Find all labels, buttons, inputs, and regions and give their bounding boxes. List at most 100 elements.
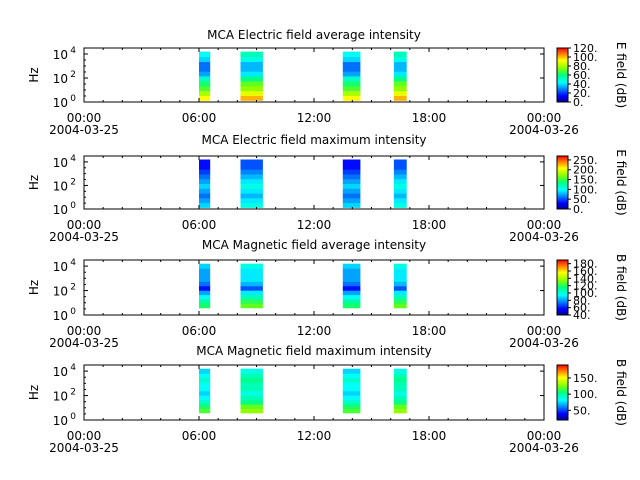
x-tick-date: 2004-03-26 bbox=[509, 336, 579, 350]
spectrogram-cell bbox=[199, 285, 211, 291]
colorbar-tick-label: 100. bbox=[573, 388, 598, 401]
colorbar-label: B field (dB) bbox=[614, 359, 628, 426]
spectrogram-cell bbox=[342, 303, 361, 309]
spectrogram-data-block bbox=[240, 51, 263, 101]
spectrogram-cell bbox=[240, 281, 263, 287]
x-tick-date: 2004-03-26 bbox=[509, 230, 579, 244]
spectrogram-cell bbox=[393, 386, 407, 392]
spectrogram-cell bbox=[393, 276, 407, 282]
spectrogram-cell bbox=[199, 51, 211, 58]
spectrogram-cell bbox=[199, 188, 211, 194]
spectrogram-cell bbox=[393, 71, 407, 77]
spectrogram-cell bbox=[393, 281, 407, 287]
spectrogram-cell bbox=[342, 403, 361, 409]
y-tick-exponent: 2 bbox=[70, 177, 76, 187]
panel-title: MCA Magnetic field average intensity bbox=[202, 238, 426, 252]
spectrogram-cell bbox=[342, 173, 361, 180]
spectrogram-cell bbox=[393, 169, 407, 175]
colorbar-tick-label: 150. bbox=[573, 372, 598, 385]
spectrogram-cell bbox=[342, 298, 361, 304]
x-tick-label: 00:00 bbox=[67, 429, 102, 443]
colorbar-frame bbox=[556, 364, 569, 421]
spectrogram-cell bbox=[199, 173, 211, 180]
spectrogram-cell bbox=[199, 61, 211, 67]
spectrogram-cell bbox=[342, 71, 361, 77]
spectrogram-cell bbox=[240, 390, 263, 396]
spectrogram-cell bbox=[393, 399, 407, 405]
spectrogram-cell bbox=[393, 268, 407, 274]
colorbar-tick-label: 80. bbox=[573, 294, 591, 307]
colorbar: 0.50.100.150.200.250. E field (dB) bbox=[556, 149, 628, 216]
spectrogram-panel: MCA Electric field average intensity 00:0… bbox=[27, 28, 628, 137]
x-tick-label: 18:00 bbox=[412, 218, 447, 232]
y-tick-exponent: 4 bbox=[70, 46, 76, 56]
spectrogram-cell bbox=[240, 56, 263, 62]
spectrogram-cell bbox=[199, 159, 211, 165]
x-tick-label: 00:00 bbox=[67, 218, 102, 232]
spectrogram-cell bbox=[199, 399, 211, 405]
spectrogram-data-block bbox=[240, 263, 263, 309]
spectrogram-cell bbox=[240, 290, 263, 296]
colorbar-tick-label: 200. bbox=[573, 164, 598, 177]
colorbar-label: B field (dB) bbox=[614, 254, 628, 321]
plot-frame bbox=[83, 259, 545, 316]
spectrogram-cell bbox=[240, 61, 263, 67]
spectrogram-cell bbox=[199, 368, 211, 374]
spectrogram-data-block bbox=[199, 368, 211, 414]
spectrogram-cell bbox=[393, 164, 407, 170]
y-tick-label: 10 bbox=[53, 179, 68, 193]
spectrogram-cell bbox=[393, 95, 407, 101]
spectrogram-cell bbox=[240, 85, 263, 92]
colorbar-tick-label: 100. bbox=[573, 51, 598, 64]
x-tick-label: 18:00 bbox=[412, 429, 447, 443]
spectrogram-cell bbox=[240, 169, 263, 175]
spectrogram-cell bbox=[342, 51, 361, 58]
spectrogram-cell bbox=[199, 197, 211, 204]
spectrogram-cell bbox=[199, 381, 211, 387]
spectrogram-cell bbox=[342, 399, 361, 405]
panel-title: MCA Electric field average intensity bbox=[207, 28, 421, 42]
spectrogram-cell bbox=[240, 95, 263, 101]
spectrogram-cell bbox=[199, 403, 211, 409]
spectrogram-cell bbox=[199, 75, 211, 82]
spectrogram-cell bbox=[393, 294, 407, 300]
y-tick-label: 10 bbox=[53, 48, 68, 62]
spectrogram-cell bbox=[199, 298, 211, 304]
colorbar-tick-label: 80. bbox=[573, 60, 591, 73]
spectrogram-cell bbox=[393, 56, 407, 62]
y-tick-exponent: 4 bbox=[70, 363, 76, 373]
spectrogram-cell bbox=[240, 268, 263, 274]
plot-frame bbox=[83, 155, 545, 210]
spectrogram-cell bbox=[342, 395, 361, 401]
colorbar-gradient bbox=[557, 260, 568, 315]
spectrogram-cell bbox=[240, 188, 263, 194]
spectrogram-cell bbox=[393, 178, 407, 184]
colorbar-tick-label: 100. bbox=[573, 287, 598, 300]
y-tick-label: 10 bbox=[53, 260, 68, 274]
x-tick-label: 00:00 bbox=[527, 429, 562, 443]
spectrogram-cell bbox=[342, 56, 361, 62]
y-tick-exponent: 0 bbox=[70, 201, 76, 211]
spectrogram-cell bbox=[199, 377, 211, 383]
spectrogram-data-block bbox=[240, 368, 263, 414]
spectrogram-cell bbox=[199, 202, 211, 208]
spectrogram-cell bbox=[199, 263, 211, 269]
spectrogram-cell bbox=[342, 159, 361, 165]
spectrogram-cell bbox=[393, 285, 407, 291]
spectrogram-cell bbox=[342, 390, 361, 396]
spectrogram-cell bbox=[240, 164, 263, 170]
x-tick-label: 00:00 bbox=[67, 111, 102, 125]
spectrogram-cell bbox=[342, 197, 361, 204]
spectrogram-cell bbox=[199, 192, 211, 199]
spectrogram-data-block bbox=[393, 263, 407, 309]
spectrogram-cell bbox=[240, 159, 263, 165]
spectrogram-cell bbox=[240, 192, 263, 199]
x-tick-label: 06:00 bbox=[182, 111, 217, 125]
spectrogram-cell bbox=[199, 85, 211, 92]
spectrogram-cell bbox=[240, 381, 263, 387]
spectrogram-cell bbox=[199, 395, 211, 401]
y-tick-label: 10 bbox=[53, 414, 68, 428]
spectrogram-cell bbox=[342, 377, 361, 383]
colorbar-label: E field (dB) bbox=[614, 149, 628, 215]
